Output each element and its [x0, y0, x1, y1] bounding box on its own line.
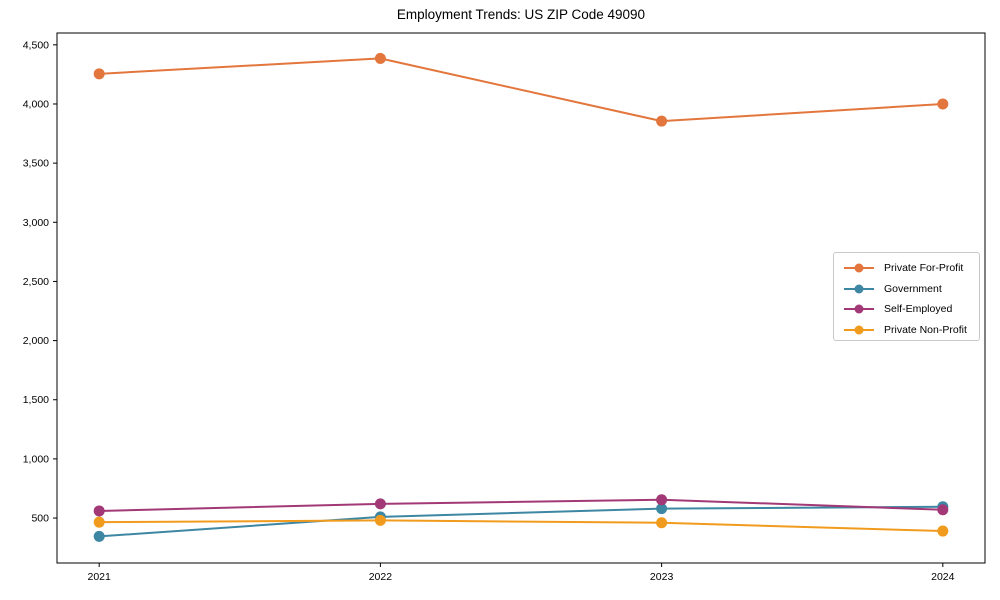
series-point-private-non-profit	[656, 517, 668, 529]
series-point-private-for-profit	[93, 68, 105, 80]
legend-marker-icon	[844, 284, 874, 294]
series-point-government	[656, 503, 668, 515]
y-tick-label: 3,000	[23, 217, 49, 229]
legend-label: Private Non-Profit	[884, 323, 967, 336]
series-point-self-employed	[656, 494, 668, 506]
legend-label: Private For-Profit	[884, 262, 964, 275]
y-tick-label: 1,000	[23, 453, 49, 465]
series-point-private-for-profit	[656, 115, 668, 127]
legend-box: Private For-Profit Government Self-Employe…	[833, 252, 980, 341]
series-line-private-non-profit	[99, 519, 943, 533]
legend-marker-icon	[844, 263, 874, 273]
series-point-self-employed	[374, 498, 386, 510]
series-point-private-non-profit	[93, 516, 105, 528]
legend-item-government: Government	[842, 279, 979, 299]
series-point-private-non-profit	[937, 525, 949, 537]
y-tick-label: 1,500	[23, 394, 49, 406]
series-point-government	[93, 530, 105, 542]
legend-label: Self-Employed	[884, 303, 953, 316]
y-tick-label: 2,000	[23, 335, 49, 347]
y-tick-label: 500	[31, 513, 49, 525]
legend-item-private-non-profit: Private Non-Profit	[842, 320, 979, 340]
plot-frame	[56, 32, 986, 564]
series-point-self-employed	[93, 505, 105, 517]
legend-item-private-for-profit: Private For-Profit	[842, 258, 979, 278]
series-point-private-for-profit	[937, 98, 949, 110]
x-tick-label: 2024	[931, 571, 955, 583]
series-point-private-non-profit	[374, 514, 386, 526]
series-point-private-for-profit	[374, 52, 386, 64]
legend-label: Government	[884, 282, 942, 295]
x-tick-label: 2022	[369, 571, 393, 583]
y-tick-label: 2,500	[23, 276, 49, 288]
series-line-government	[99, 505, 943, 538]
series-line-self-employed	[99, 498, 943, 512]
x-tick-label: 2021	[88, 571, 112, 583]
legend-marker-icon	[844, 304, 874, 314]
x-tick-label: 2023	[650, 571, 674, 583]
legend-item-self-employed: Self-Employed	[842, 299, 979, 319]
y-tick-label: 4,500	[23, 39, 49, 51]
chart-title: Employment Trends: US ZIP Code 49090	[396, 7, 646, 22]
legend-marker-icon	[844, 325, 874, 335]
series-line-private-for-profit	[99, 57, 943, 123]
series-point-self-employed	[937, 504, 949, 516]
y-tick-label: 3,500	[23, 158, 49, 170]
y-tick-label: 4,000	[23, 98, 49, 110]
